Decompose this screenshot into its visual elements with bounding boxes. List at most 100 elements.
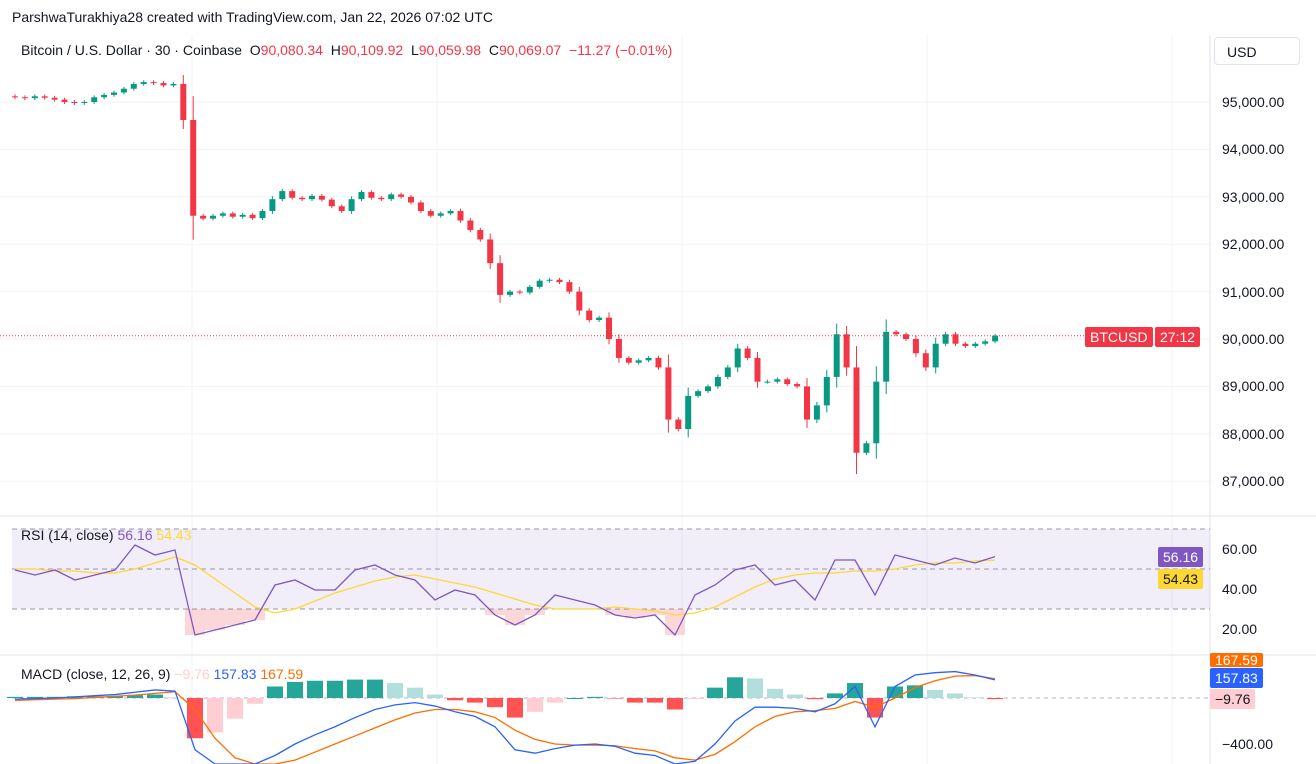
rsi-scale-40: 40.00	[1222, 581, 1258, 597]
candle-body	[843, 334, 850, 368]
macd-histogram-bar	[967, 697, 983, 698]
candle-body	[606, 317, 612, 339]
macd-histogram-bar	[127, 695, 143, 698]
candle-body	[784, 379, 791, 385]
rsi-oversold-fill	[665, 609, 685, 635]
candle-body	[566, 282, 573, 292]
rsi-ma-value: 54.43	[156, 527, 192, 543]
macd-histogram-bar	[147, 694, 163, 698]
candle-body	[299, 197, 306, 200]
candle-body	[853, 367, 860, 453]
candle-body	[635, 360, 642, 363]
price-scale-label: 88,000.00	[1222, 425, 1285, 442]
rsi-ma-line	[15, 556, 996, 616]
candle-body	[546, 279, 553, 281]
candle-body	[239, 214, 246, 217]
candle-body	[714, 376, 721, 387]
macd-histogram-bar	[207, 698, 223, 733]
candle-body	[219, 213, 226, 216]
candle-body	[922, 353, 929, 368]
candle-body	[724, 367, 731, 377]
candle-body	[467, 220, 474, 230]
macd-histogram-bar	[27, 696, 43, 698]
candle-body	[427, 211, 434, 216]
macd-signal-line	[14, 674, 996, 764]
candle-body	[358, 192, 365, 200]
rsi-scale-20: 20.00	[1222, 621, 1258, 637]
rsi-oversold-fill	[625, 609, 645, 618]
candle-body	[804, 386, 810, 420]
rsi-oversold-fill	[525, 609, 545, 615]
candle-body	[556, 279, 563, 283]
rsi-value: 56.16	[117, 527, 153, 543]
macd-legend: MACD (close, 12, 26, 9) −9.76 157.83 167…	[21, 666, 303, 682]
candle-body	[200, 215, 207, 219]
rsi-value-tag: 56.16	[1158, 547, 1204, 567]
candle-body	[655, 357, 662, 368]
rsi-oversold-fill	[505, 609, 525, 625]
candle-body	[31, 96, 38, 99]
macd-histogram-bar	[267, 686, 283, 698]
rsi-oversold-fill	[605, 609, 625, 615]
symbol-title[interactable]: Bitcoin / U.S. Dollar · 30 · Coinbase	[21, 42, 242, 58]
candle-body	[893, 331, 900, 335]
macd-histogram-bar	[907, 685, 923, 698]
candle-body	[536, 280, 543, 287]
candle-body	[91, 97, 98, 102]
candle-body	[962, 343, 969, 347]
candle-body	[516, 291, 523, 293]
rsi-oversold-fill	[245, 609, 265, 620]
macd-histogram-bar	[427, 694, 443, 698]
candle-body	[675, 419, 682, 430]
candle-body	[645, 357, 652, 361]
open-label: O	[249, 42, 261, 58]
candle-body	[41, 96, 48, 98]
macd-hist-tag: −9.76	[1210, 689, 1256, 709]
countdown-tag: 27:12	[1155, 327, 1201, 347]
symbol-legend: Bitcoin / U.S. Dollar · 30 · Coinbase O9…	[21, 42, 672, 58]
macd-histogram-bar	[247, 698, 263, 704]
candle-body	[764, 381, 771, 383]
macd-histogram-bar	[767, 688, 783, 698]
last-price-symbol-tag: BTCUSD	[1085, 327, 1153, 347]
macd-histogram-bar	[567, 698, 583, 699]
candle-body	[338, 206, 345, 212]
candle-body	[734, 348, 741, 368]
rsi-oversold-fill	[205, 609, 225, 630]
rsi-title[interactable]: RSI (14, close)	[21, 527, 114, 543]
price-scale-label: 94,000.00	[1222, 141, 1285, 158]
candle-body	[526, 286, 533, 293]
macd-hist-value: −9.76	[174, 666, 210, 682]
macd-value-tag: 157.83	[1210, 668, 1263, 688]
candle-body	[744, 348, 751, 358]
candle-body	[51, 97, 58, 100]
candle-body	[111, 92, 117, 95]
candle-body	[170, 83, 177, 86]
candle-body	[21, 97, 28, 99]
candle-body	[576, 291, 583, 311]
macd-histogram-bar	[287, 681, 303, 698]
candle-body	[150, 82, 157, 84]
candle-body	[160, 83, 167, 86]
candle-body	[695, 391, 702, 396]
macd-histogram-bar	[827, 693, 843, 698]
price-scale-label: 90,000.00	[1222, 331, 1285, 347]
macd-value: 157.83	[213, 666, 257, 682]
candle-body	[952, 334, 959, 344]
candle-body	[348, 199, 355, 212]
candle-body	[437, 213, 444, 216]
candle-body	[378, 197, 385, 200]
macd-histogram-bar	[227, 698, 243, 719]
price-scale-label: 92,000.00	[1222, 236, 1285, 253]
rsi-oversold-fill	[225, 609, 245, 625]
candle-body	[368, 192, 375, 198]
close-label: C	[488, 42, 499, 58]
macd-histogram-bar	[327, 680, 343, 698]
macd-title[interactable]: MACD (close, 12, 26, 9)	[21, 666, 171, 682]
macd-histogram-bar	[987, 698, 1003, 700]
macd-histogram-bar	[447, 698, 463, 701]
currency-button[interactable]: USD	[1214, 37, 1300, 65]
macd-histogram-bar	[107, 696, 123, 698]
candle-body	[873, 381, 880, 444]
